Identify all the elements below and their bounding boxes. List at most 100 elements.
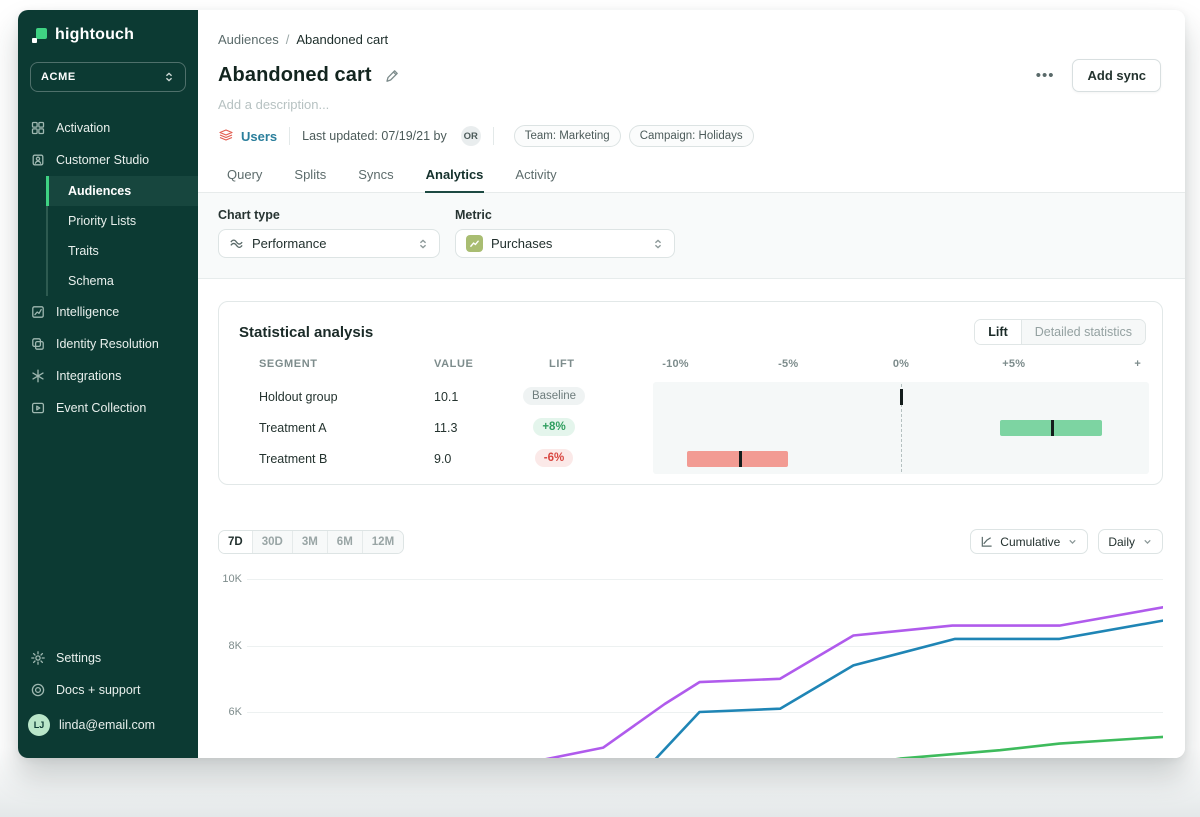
tab-syncs[interactable]: Syncs [358, 167, 394, 182]
gear-icon [30, 650, 46, 666]
lift-detailed-toggle: Lift Detailed statistics [974, 319, 1146, 345]
sidebar-subitem-priority-lists[interactable]: Priority Lists [68, 214, 137, 228]
mode-value: Cumulative [1000, 534, 1061, 549]
mode-select[interactable]: Cumulative [970, 529, 1089, 554]
sidebar-subitem-traits[interactable]: Traits [68, 244, 99, 258]
lift-table: SEGMENT VALUE LIFT -10% -5% 0% +5% + Holdout gro… [219, 358, 1162, 478]
sidebar-subitem-audiences[interactable]: Audiences [46, 176, 198, 206]
user-avatar: LJ [28, 714, 50, 736]
range-button-7d[interactable]: 7D [219, 530, 253, 553]
tag-pill[interactable]: Team: Marketing [513, 125, 621, 147]
tag-pill[interactable]: Campaign: Holidays [628, 125, 754, 147]
sidebar-nav: Activation Customer Studio Audiences Priori… [18, 112, 198, 424]
sidebar-item-integrations[interactable]: Integrations [18, 360, 198, 392]
statistical-analysis-card: Statistical analysis Lift Detailed statis… [218, 301, 1163, 485]
segment-value: 10.1 [434, 390, 459, 404]
purple-line [508, 607, 1163, 758]
lift-pill-box: -6% [514, 449, 594, 467]
lift-badge: -6% [534, 449, 574, 467]
interval-select[interactable]: Daily [1098, 529, 1163, 554]
tab-query[interactable]: Query [227, 167, 263, 182]
workspace-selector[interactable]: ACME [30, 62, 186, 92]
metric-label: Metric [455, 208, 492, 222]
chart-canvas [247, 566, 1163, 758]
segment-name: Holdout group [259, 390, 338, 404]
range-button-3m[interactable]: 3M [292, 530, 328, 553]
chevron-updown-icon [652, 238, 664, 250]
divider [289, 127, 291, 145]
grid-icon [30, 120, 46, 136]
confidence-bar-negative [686, 451, 789, 467]
lift-badge: Baseline [522, 387, 586, 405]
sidebar-item-identity-resolution[interactable]: Identity Resolution [18, 328, 198, 360]
chevron-updown-icon [163, 71, 175, 83]
tab-analytics[interactable]: Analytics [424, 159, 485, 193]
chevron-updown-icon [417, 238, 429, 250]
more-menu-button[interactable]: ••• [1035, 66, 1055, 84]
lift-chart-panel [653, 382, 1149, 474]
sidebar-item-label: Event Collection [56, 401, 147, 415]
integrations-icon [30, 368, 46, 384]
column-header: LIFT [549, 358, 575, 370]
gridline [247, 645, 1163, 647]
range-button-6m[interactable]: 6M [327, 530, 363, 553]
blue-line [633, 621, 1163, 758]
tab-splits[interactable]: Splits [294, 167, 327, 182]
audience-type-label[interactable]: Users [241, 128, 278, 144]
segment-name: Treatment A [259, 421, 327, 435]
sidebar-subitem-schema[interactable]: Schema [68, 274, 114, 288]
y-axis-tick: 6K [228, 706, 242, 718]
lift-axis-tick: + [1134, 358, 1142, 370]
lift-badge: +8% [533, 418, 575, 436]
point-estimate-marker [739, 451, 743, 467]
range-button-30d[interactable]: 30D [252, 530, 293, 553]
tab-activity[interactable]: Activity [515, 167, 557, 182]
sidebar-item-activation[interactable]: Activation [18, 112, 198, 144]
app-window: hightouch ACME Activation Customer Studio… [18, 10, 1185, 758]
stat-card-title: Statistical analysis [239, 323, 374, 341]
meta-row: Users Last updated: 07/19/21 by OR Team:… [218, 125, 1161, 147]
add-sync-button[interactable]: Add sync [1072, 59, 1161, 92]
main-content: Audiences / Abandoned cart Abandoned car… [198, 10, 1185, 758]
segment-value: 9.0 [434, 452, 452, 466]
sidebar-item-settings[interactable]: Settings [18, 642, 198, 674]
range-button-12m[interactable]: 12M [362, 530, 404, 553]
sidebar-item-docs-support[interactable]: Docs + support [18, 674, 198, 706]
customer-studio-icon [30, 152, 46, 168]
logo: hightouch [18, 10, 198, 56]
updated-by-avatar[interactable]: OR [460, 126, 481, 146]
layers-icon [218, 127, 234, 146]
time-range-group: 7D 30D 3M 6M 12M [218, 529, 405, 554]
gridline [247, 579, 1163, 580]
metric-select[interactable]: Purchases [455, 229, 675, 258]
toggle-detailed-statistics[interactable]: Detailed statistics [1021, 320, 1145, 344]
edit-title-icon[interactable] [384, 68, 399, 83]
sidebar-item-customer-studio[interactable]: Customer Studio [18, 144, 198, 176]
performance-icon [229, 236, 244, 251]
lift-pill-box: +8% [514, 418, 594, 436]
chart-type-select[interactable]: Performance [218, 229, 440, 258]
description-placeholder[interactable]: Add a description... [218, 97, 330, 112]
point-estimate-marker [899, 389, 903, 405]
purchases-icon [466, 235, 483, 252]
toggle-lift[interactable]: Lift [975, 320, 1022, 344]
customer-studio-subnav: Audiences Priority Lists Traits Schema [46, 176, 198, 296]
timeseries-controls: 7D 30D 3M 6M 12M Cumulative Daily [218, 529, 1163, 554]
lifebuoy-icon [30, 682, 46, 698]
event-collection-icon [30, 400, 46, 416]
sidebar-item-intelligence[interactable]: Intelligence [18, 296, 198, 328]
sidebar-item-label: Activation [56, 121, 111, 135]
sidebar-footer: Settings Docs + support LJ linda@email.com [18, 642, 198, 758]
last-updated-text: Last updated: 07/19/21 by [302, 129, 447, 143]
lift-axis-tick: +5% [1002, 358, 1026, 370]
intelligence-icon [30, 304, 46, 320]
lift-pill-box: Baseline [514, 387, 594, 405]
sidebar-item-event-collection[interactable]: Event Collection [18, 392, 198, 424]
sidebar-user-account[interactable]: LJ linda@email.com [18, 706, 198, 744]
breadcrumb-audiences[interactable]: Audiences [218, 32, 279, 47]
lift-axis-tick: -10% [662, 358, 689, 370]
metric-value: Purchases [491, 236, 553, 251]
chart-type-label: Chart type [218, 208, 280, 222]
user-email: linda@email.com [59, 718, 156, 732]
cumulative-chart-icon [980, 535, 993, 548]
